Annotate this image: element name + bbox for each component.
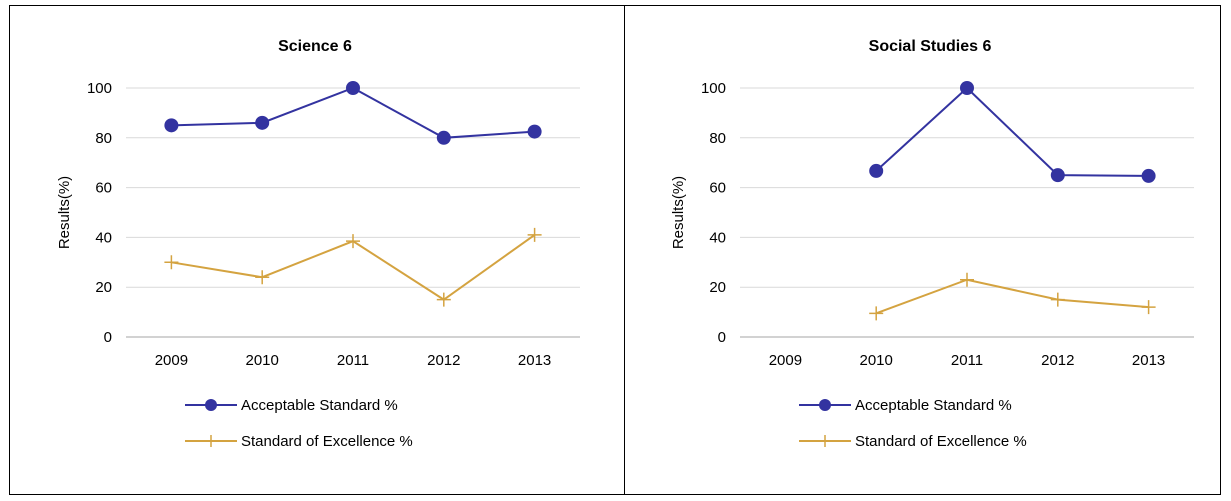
chart-title: Science 6 — [278, 38, 352, 55]
data-point — [869, 163, 884, 178]
x-tick-label: 2010 — [246, 352, 279, 369]
legend-label: Acceptable Standard % — [241, 397, 398, 414]
data-point — [527, 227, 542, 242]
x-tick-label: 2009 — [155, 352, 188, 369]
x-tick-label: 2012 — [427, 352, 460, 369]
y-tick-label: 100 — [701, 80, 726, 97]
legend-label: Acceptable Standard % — [855, 397, 1012, 414]
legend-marker — [205, 399, 217, 411]
x-tick-label: 2009 — [769, 352, 802, 369]
y-axis-label: Results(%) — [670, 176, 687, 249]
x-tick-label: 2012 — [1041, 352, 1074, 369]
y-tick-label: 100 — [87, 80, 112, 97]
y-tick-label: 0 — [104, 329, 112, 346]
figure-frame — [9, 5, 1221, 495]
series-line — [875, 86, 1149, 177]
x-tick-label: 2010 — [860, 352, 893, 369]
y-axis-label: Results(%) — [56, 176, 73, 249]
legend-marker — [205, 435, 217, 447]
y-tick-label: 40 — [95, 229, 112, 246]
data-point — [527, 124, 542, 139]
legend-marker — [819, 435, 831, 447]
x-tick-label: 2013 — [518, 352, 551, 369]
x-tick-label: 2011 — [337, 352, 369, 369]
data-point — [436, 292, 451, 307]
legend-marker — [819, 399, 831, 411]
chart-title: Social Studies 6 — [869, 38, 992, 55]
series-line — [171, 86, 535, 139]
y-tick-label: 20 — [709, 279, 726, 296]
data-point — [255, 115, 270, 130]
data-point — [869, 306, 884, 321]
panel-divider — [624, 5, 625, 495]
data-point — [346, 81, 360, 95]
y-tick-label: 60 — [95, 180, 112, 197]
y-tick-label: 40 — [709, 229, 726, 246]
legend-label: Standard of Excellence % — [855, 433, 1027, 450]
data-point — [346, 234, 360, 249]
data-point — [164, 255, 179, 270]
data-point — [960, 272, 974, 287]
data-point — [255, 270, 270, 285]
data-point — [1050, 168, 1065, 183]
y-tick-label: 80 — [709, 130, 726, 147]
data-point — [436, 130, 451, 145]
data-point — [1141, 168, 1156, 183]
x-tick-label: 2011 — [951, 352, 983, 369]
data-point — [164, 118, 179, 133]
data-point — [1141, 300, 1156, 315]
y-tick-label: 20 — [95, 279, 112, 296]
y-tick-label: 80 — [95, 130, 112, 147]
y-tick-label: 60 — [709, 180, 726, 197]
data-point — [1050, 292, 1065, 307]
data-point — [960, 81, 974, 95]
y-tick-label: 0 — [718, 329, 726, 346]
legend-label: Standard of Excellence % — [241, 433, 413, 450]
series-line — [875, 278, 1149, 315]
x-tick-label: 2013 — [1132, 352, 1165, 369]
